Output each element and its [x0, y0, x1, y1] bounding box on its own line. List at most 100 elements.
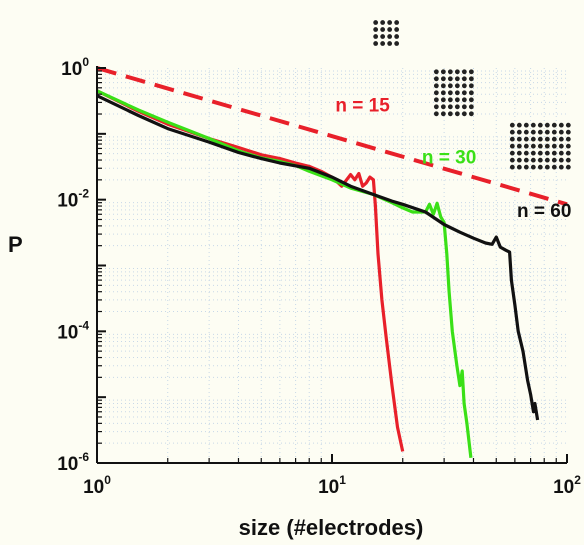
electrode-dot [440, 90, 446, 96]
electrode-dot [551, 122, 557, 128]
electrode-dot [509, 164, 515, 170]
electrode-dot [468, 76, 474, 82]
electrode-grid-icons [373, 20, 571, 170]
electrode-dot [373, 27, 379, 32]
series-line-1 [96, 89, 405, 452]
electrode-dot [544, 122, 550, 128]
electrode-dot [373, 20, 379, 25]
electrode-dot [394, 41, 400, 46]
electrode-dot [530, 164, 536, 170]
electrode-dot [461, 97, 467, 103]
electrode-dot [551, 136, 557, 142]
electrode-dot [509, 129, 515, 135]
electrode-dot [461, 90, 467, 96]
electrode-dot [516, 122, 522, 128]
electrode-dot [380, 41, 386, 46]
x-tick-label: 102 [553, 473, 581, 498]
electrode-dot [516, 150, 522, 156]
y-tick-label: 10-4 [57, 318, 89, 343]
electrode-dot [544, 157, 550, 163]
electrode-dot [509, 122, 515, 128]
electrode-dot [468, 104, 474, 110]
electrode-dot [447, 111, 453, 117]
electrode-dot [387, 20, 393, 25]
series-labels: n = 15 n = 30 n = 60 [335, 95, 571, 221]
electrode-dot [565, 143, 571, 149]
electrode-dot [537, 129, 543, 135]
axes [96, 66, 568, 464]
electrode-dot [387, 27, 393, 32]
electrode-array-icon [373, 20, 400, 46]
electrode-dot [516, 129, 522, 135]
electrode-dot [454, 76, 460, 82]
x-tick-label: 100 [83, 473, 111, 498]
series-label: n = 15 [335, 95, 390, 116]
electrode-dot [468, 111, 474, 117]
electrode-dot [523, 157, 529, 163]
electrode-dot [373, 34, 379, 39]
electrode-dot [530, 143, 536, 149]
electrode-dot [565, 164, 571, 170]
electrode-dot [380, 34, 386, 39]
electrode-dot [447, 90, 453, 96]
electrode-dot [516, 164, 522, 170]
electrode-dot [440, 83, 446, 89]
electrode-dot [544, 136, 550, 142]
electrode-dot [454, 69, 460, 75]
electrode-dot [544, 150, 550, 156]
electrode-dot [454, 83, 460, 89]
electrode-dot [565, 136, 571, 142]
electrode-dot [565, 157, 571, 163]
electrode-dot [565, 122, 571, 128]
electrode-dot [380, 20, 386, 25]
electrode-dot [440, 69, 446, 75]
electrode-dot [433, 104, 439, 110]
electrode-dot [544, 143, 550, 149]
electrode-dot [544, 129, 550, 135]
series-label: n = 30 [422, 148, 476, 169]
electrode-dot [530, 129, 536, 135]
electrode-dot [387, 41, 393, 46]
electrode-dot [468, 97, 474, 103]
electrode-dot [454, 104, 460, 110]
electrode-dot [523, 164, 529, 170]
electrode-dot [454, 97, 460, 103]
electrode-dot [530, 150, 536, 156]
electrode-dot [380, 27, 386, 32]
electrode-dot [544, 164, 550, 170]
electrode-dot [523, 136, 529, 142]
electrode-dot [461, 83, 467, 89]
electrode-dot [454, 111, 460, 117]
electrode-dot [447, 83, 453, 89]
electrode-dot [468, 90, 474, 96]
electrode-dot [447, 97, 453, 103]
electrode-dot [516, 157, 522, 163]
electrode-dot [530, 157, 536, 163]
electrode-dot [468, 83, 474, 89]
electrode-dot [565, 129, 571, 135]
electrode-dot [509, 136, 515, 142]
electrode-dot [516, 143, 522, 149]
electrode-dot [373, 41, 379, 46]
y-tick-label: 100 [61, 55, 89, 80]
electrode-dot [558, 136, 564, 142]
electrode-dot [440, 104, 446, 110]
electrode-dot [530, 136, 536, 142]
y-tick-label: 10-2 [57, 187, 89, 212]
electrode-dot [440, 111, 446, 117]
electrode-dot [523, 150, 529, 156]
electrode-dot [440, 97, 446, 103]
electrode-array-icon [433, 69, 474, 117]
electrode-dot [530, 122, 536, 128]
electrode-dot [461, 76, 467, 82]
electrode-dot [447, 69, 453, 75]
electrode-dot [551, 143, 557, 149]
electrode-dot [509, 143, 515, 149]
electrode-dot [461, 104, 467, 110]
electrode-dot [433, 83, 439, 89]
electrode-dot [537, 136, 543, 142]
electrode-dot [558, 150, 564, 156]
series-line-3 [96, 94, 540, 421]
electrode-dot [440, 76, 446, 82]
